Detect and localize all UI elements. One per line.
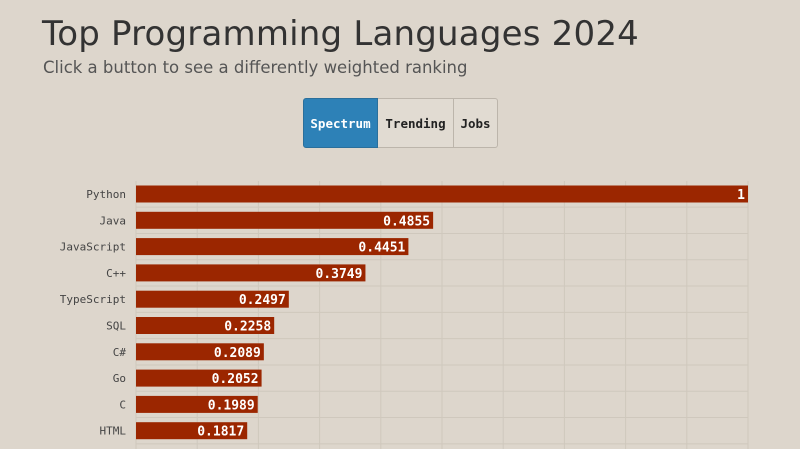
jobs-button[interactable]: Jobs [454,98,498,148]
bar[interactable] [136,185,748,203]
bar[interactable] [136,422,248,440]
bar[interactable] [136,238,409,256]
page-subtitle: Click a button to see a differently weig… [43,58,468,77]
category-label: C++ [106,267,126,280]
bar[interactable] [136,211,434,229]
value-label: 0.1817 [197,425,244,440]
value-label: 0.1989 [208,398,255,413]
category-label: TypeScript [60,293,126,306]
trending-button[interactable]: Trending [378,98,454,148]
category-label: SQL [106,320,126,333]
category-label: Go [113,372,126,385]
value-label: 0.2052 [212,372,259,387]
category-label: C# [113,346,127,359]
bar[interactable] [136,264,366,282]
spectrum-button[interactable]: Spectrum [303,98,378,148]
bar[interactable] [136,317,275,334]
bar[interactable] [136,343,264,361]
value-label: 0.3749 [315,267,362,282]
page-title: Top Programming Languages 2024 [42,14,639,54]
value-label: 0.2258 [224,320,271,335]
bar[interactable] [136,369,262,387]
category-label: HTML [100,425,127,438]
bar[interactable] [136,395,258,413]
value-label: 1 [737,188,745,203]
category-label: Java [100,214,127,227]
value-label: 0.4451 [358,241,405,256]
category-label: C [119,398,126,411]
category-label: Python [86,188,126,201]
bar[interactable] [136,290,289,308]
value-label: 0.2497 [239,293,286,308]
category-label: JavaScript [60,241,126,254]
ranking-button-group: Spectrum Trending Jobs [303,98,498,148]
value-label: 0.2089 [214,346,261,361]
value-label: 0.4855 [383,214,430,229]
